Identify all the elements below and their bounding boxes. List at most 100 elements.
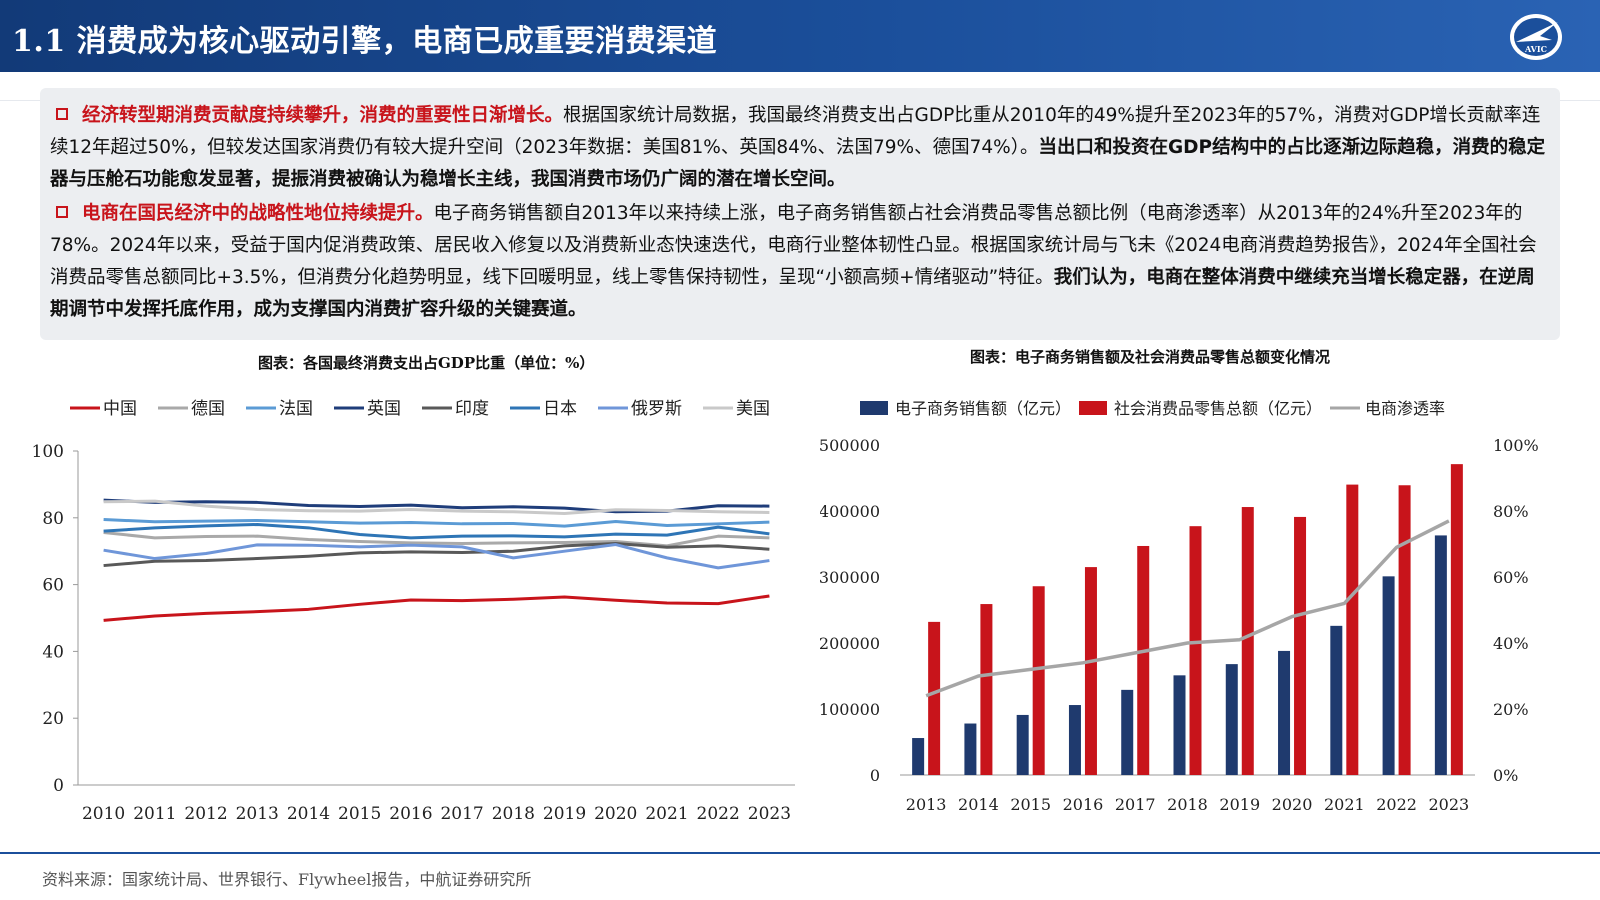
bar: [928, 621, 941, 775]
gdp-consumption-line-chart: 中国 德国 法国 英国 印度 日本 俄罗斯 美国 0 20 40 60 80 100 2010 2011 201…: [32, 399, 795, 824]
legend-label: 美国: [736, 399, 770, 419]
square-bullet-icon: [56, 206, 68, 218]
y-tick-label: 100: [32, 442, 64, 462]
page-title: 1.1 消费成为核心驱动引擎，电商已成重要消费渠道: [12, 24, 718, 59]
y-tick-label: 40: [42, 642, 64, 662]
y2-tick-label: 0%: [1493, 766, 1518, 785]
x-tick-label: 2012: [184, 804, 227, 824]
x-tick-label: 2011: [133, 804, 176, 824]
y-tick-label: 0: [53, 776, 64, 796]
legend-item: 美国: [703, 399, 770, 419]
x-tick-label: 2019: [1219, 795, 1260, 814]
y2-tick-label: 20%: [1493, 700, 1529, 719]
penetration-line: [925, 519, 1450, 698]
legend-label: 英国: [367, 399, 401, 419]
x-tick-label: 2017: [440, 804, 483, 824]
bar: [1137, 545, 1150, 775]
y-tick-label: 60: [42, 576, 64, 596]
paragraph-1-lead: 经济转型期消费贡献度持续攀升，消费的重要性日渐增长。: [82, 105, 564, 126]
legend-item: 印度: [422, 399, 489, 419]
legend-swatch: [1079, 401, 1107, 415]
legend-swatch: [860, 401, 888, 415]
paragraph-1-bold: 当出口和投资在GDP结构中的占比逐渐边际趋稳，消费的稳定器与压舱石功能愈发显著，…: [50, 137, 1546, 190]
y-tick-label: 100000: [820, 700, 880, 719]
bar: [1294, 516, 1307, 775]
bar: [1434, 535, 1447, 775]
x-tick-label: 2010: [82, 804, 125, 824]
x-tick-label: 2022: [1376, 795, 1417, 814]
x-tick-label: 2020: [594, 804, 637, 824]
bar: [1330, 625, 1343, 775]
bar: [1032, 586, 1045, 775]
x-tick-label: 2013: [236, 804, 279, 824]
y-tick-label: 200000: [820, 634, 880, 653]
legend-item: 英国: [334, 399, 401, 419]
x-tick-label: 2017: [1115, 795, 1156, 814]
legend-label: 日本: [543, 399, 577, 419]
y2-tick-label: 60%: [1493, 568, 1529, 587]
x-tick-label: 2014: [287, 804, 330, 824]
series-line: [103, 517, 770, 528]
x-tick-label: 2013: [906, 795, 947, 814]
x-tick-label: 2015: [1010, 795, 1051, 814]
paragraph-2-lead: 电商在国民经济中的战略性地位持续提升。: [82, 203, 434, 224]
right-chart-title: 图表：电子商务销售额及社会消费品零售总额变化情况: [970, 348, 1331, 366]
y2-tick-label: 100%: [1493, 436, 1539, 455]
x-tick-label: 2014: [958, 795, 999, 814]
legend-label: 电子商务销售额（亿元）: [895, 399, 1071, 418]
logo-text: AVIC: [1524, 44, 1547, 54]
bar: [980, 604, 993, 775]
x-tick-label: 2018: [492, 804, 535, 824]
x-tick-label: 2020: [1272, 795, 1313, 814]
bar: [964, 723, 977, 775]
legend-item: 德国: [158, 399, 225, 419]
x-tick-label: 2019: [543, 804, 586, 824]
series-line: [103, 542, 770, 568]
legend-label: 社会消费品零售总额（亿元）: [1114, 399, 1322, 418]
y-tick-label: 300000: [820, 568, 880, 587]
square-bullet-icon: [56, 108, 68, 120]
bar: [1241, 507, 1254, 775]
x-tick-label: 2023: [1429, 795, 1470, 814]
bar: [1278, 650, 1291, 775]
x-tick-label: 2023: [748, 804, 791, 824]
legend-label: 德国: [191, 399, 225, 419]
x-tick-label: 2016: [389, 804, 432, 824]
legend-label: 中国: [103, 399, 137, 419]
x-tick-label: 2022: [697, 804, 740, 824]
legend-item: 俄罗斯: [598, 399, 682, 419]
left-chart-title: 图表：各国最终消费支出占GDP比重（单位：%）: [258, 354, 595, 372]
legend-item: 中国: [70, 399, 137, 419]
y2-tick-label: 80%: [1493, 502, 1529, 521]
bar: [1173, 675, 1186, 775]
y-tick-label: 0: [870, 766, 880, 785]
bar: [1382, 576, 1395, 775]
legend-item: 法国: [246, 399, 313, 419]
bar: [1450, 464, 1463, 775]
legend-item: 社会消费品零售总额（亿元）: [1079, 399, 1322, 418]
series-line: [103, 543, 770, 570]
legend-label: 电商渗透率: [1365, 399, 1445, 418]
bar: [1121, 689, 1134, 775]
bar: [1225, 664, 1238, 775]
legend-label: 印度: [455, 399, 489, 419]
y-tick-label: 20: [42, 709, 64, 729]
x-tick-label: 2018: [1167, 795, 1208, 814]
legend-item: 电子商务销售额（亿元）: [860, 399, 1071, 418]
summary-box: [40, 88, 1560, 340]
x-tick-label: 2021: [1324, 795, 1365, 814]
y2-tick-label: 40%: [1493, 634, 1529, 653]
source-note: 资料来源：国家统计局、世界银行、Flywheel报告，中航证券研究所: [42, 870, 532, 889]
avic-logo: AVIC: [1510, 14, 1562, 60]
summary-paragraph-1: 经济转型期消费贡献度持续攀升，消费的重要性日渐增长。根据国家统计局数据，我国最终…: [50, 100, 1550, 196]
bar: [1068, 705, 1081, 775]
bar: [1346, 484, 1359, 775]
bar: [1189, 526, 1202, 775]
bar: [912, 738, 925, 775]
y-tick-label: 500000: [820, 436, 880, 455]
bar: [1084, 567, 1097, 775]
y-tick-label: 80: [42, 509, 64, 529]
paragraph-2-body: 电子商务销售额自2013年以来持续上涨，电子商务销售额占社会消费品零售总额比例（…: [50, 203, 1537, 288]
y-tick-label: 400000: [820, 502, 880, 521]
summary-paragraph-2: 电商在国民经济中的战略性地位持续提升。电子商务销售额自2013年以来持续上涨，电…: [50, 198, 1550, 326]
